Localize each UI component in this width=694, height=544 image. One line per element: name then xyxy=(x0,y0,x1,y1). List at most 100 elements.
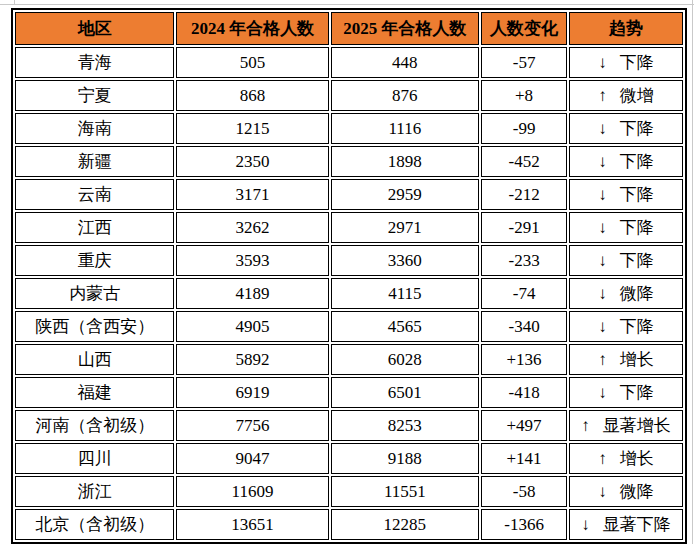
count-2025-cell: 11551 xyxy=(331,476,479,507)
header-2024-count: 2024 年合格人数 xyxy=(176,12,328,45)
trend-label: 下降 xyxy=(620,119,654,138)
trend-label: 下降 xyxy=(620,185,654,204)
trend-label: 下降 xyxy=(620,53,654,72)
region-cell: 宁夏 xyxy=(15,80,174,111)
document-gridline-right xyxy=(692,0,693,544)
trend-label: 下降 xyxy=(620,152,654,171)
count-2024-cell: 9047 xyxy=(176,443,328,474)
table-row: 青海 505 448 -57 ↓下降 xyxy=(15,47,683,78)
count-2024-cell: 3262 xyxy=(176,212,328,243)
trend-arrow-icon: ↓ xyxy=(598,213,607,242)
trend-label: 微降 xyxy=(620,284,654,303)
count-2025-cell: 6028 xyxy=(331,344,479,375)
header-2025-count: 2025 年合格人数 xyxy=(331,12,479,45)
header-trend: 趋势 xyxy=(569,12,683,45)
trend-arrow-icon: ↓ xyxy=(598,312,607,341)
region-cell: 青海 xyxy=(15,47,174,78)
region-cell: 陕西（含西安） xyxy=(15,311,174,342)
table-row: 新疆 2350 1898 -452 ↓下降 xyxy=(15,146,683,177)
trend-label: 微增 xyxy=(620,86,654,105)
count-2024-cell: 3593 xyxy=(176,245,328,276)
count-2024-cell: 3171 xyxy=(176,179,328,210)
trend-cell: ↓ 下降 xyxy=(569,245,683,276)
trend-label: 显著下降 xyxy=(603,515,671,534)
count-2024-cell: 7756 xyxy=(176,410,328,441)
trend-arrow-icon: ↓ xyxy=(581,510,590,539)
document-gridline-top xyxy=(0,4,694,5)
change-cell: +497 xyxy=(481,410,567,441)
trend-arrow-icon: ↓ xyxy=(598,48,607,77)
count-2024-cell: 4189 xyxy=(176,278,328,309)
table-row: 福建 6919 6501 -418 ↓下降 xyxy=(15,377,683,408)
table-row: 海南 1215 1116 -99 ↓下降 xyxy=(15,113,683,144)
trend-cell: ↓下降 xyxy=(569,212,683,243)
trend-arrow-icon: ↓ xyxy=(598,180,607,209)
trend-cell: ↓ 下降 xyxy=(569,179,683,210)
trend-cell: ↑增长 xyxy=(569,344,683,375)
trend-cell: ↑微增 xyxy=(569,80,683,111)
change-cell: -291 xyxy=(481,212,567,243)
table-row: 四川 9047 9188 +141 ↑增长 xyxy=(15,443,683,474)
change-cell: -452 xyxy=(481,146,567,177)
change-cell: -99 xyxy=(481,113,567,144)
trend-arrow-icon: ↓ xyxy=(598,246,607,275)
trend-arrow-icon: ↑ xyxy=(598,345,607,374)
trend-cell: ↑增长 xyxy=(569,443,683,474)
count-2025-cell: 2959 xyxy=(331,179,479,210)
trend-label: 微降 xyxy=(620,482,654,501)
table-row: 河南（含初级） 7756 8253 +497 ↑显著增长 xyxy=(15,410,683,441)
change-cell: -212 xyxy=(481,179,567,210)
region-cell: 内蒙古 xyxy=(15,278,174,309)
count-2025-cell: 8253 xyxy=(331,410,479,441)
header-change: 人数变化 xyxy=(481,12,567,45)
trend-cell: ↓ 显著下降 xyxy=(569,509,683,540)
trend-cell: ↑显著增长 xyxy=(569,410,683,441)
table-row: 云南 3171 2959 -212 ↓ 下降 xyxy=(15,179,683,210)
table-row: 陕西（含西安） 4905 4565 -340 ↓下降 xyxy=(15,311,683,342)
count-2025-cell: 9188 xyxy=(331,443,479,474)
count-2025-cell: 6501 xyxy=(331,377,479,408)
region-cell: 云南 xyxy=(15,179,174,210)
table-row: 重庆 3593 3360 -233 ↓ 下降 xyxy=(15,245,683,276)
trend-label: 下降 xyxy=(620,251,654,270)
count-2025-cell: 2971 xyxy=(331,212,479,243)
region-cell: 北京（含初级） xyxy=(15,509,174,540)
change-cell: -74 xyxy=(481,278,567,309)
table-row: 北京（含初级） 13651 12285 -1366 ↓显著下降 xyxy=(15,509,683,540)
count-2025-cell: 12285 xyxy=(331,509,479,540)
header-row: 地区 2024 年合格人数 2025 年合格人数 人数变化 趋势 xyxy=(15,12,683,45)
change-cell: -233 xyxy=(481,245,567,276)
trend-label: 下降 xyxy=(620,317,654,336)
region-cell: 重庆 xyxy=(15,245,174,276)
count-2024-cell: 6919 xyxy=(176,377,328,408)
table-row: 内蒙古 4189 4115 -74 ↓ 微降 xyxy=(15,278,683,309)
document-page: 地区 2024 年合格人数 2025 年合格人数 人数变化 趋势 青海 505 … xyxy=(0,0,694,544)
count-2024-cell: 4905 xyxy=(176,311,328,342)
count-2024-cell: 5892 xyxy=(176,344,328,375)
header-region: 地区 xyxy=(15,12,174,45)
count-2024-cell: 1215 xyxy=(176,113,328,144)
region-cell: 河南（含初级） xyxy=(15,410,174,441)
count-2025-cell: 1898 xyxy=(331,146,479,177)
table-row: 山西 5892 6028 +136 ↑增长 xyxy=(15,344,683,375)
trend-label: 显著增长 xyxy=(603,416,671,435)
count-2025-cell: 448 xyxy=(331,47,479,78)
count-2025-cell: 4115 xyxy=(331,278,479,309)
table-row: 宁夏 868 876 +8 ↑微增 xyxy=(15,80,683,111)
count-2025-cell: 876 xyxy=(331,80,479,111)
count-2024-cell: 868 xyxy=(176,80,328,111)
region-cell: 新疆 xyxy=(15,146,174,177)
change-cell: +141 xyxy=(481,443,567,474)
trend-arrow-icon: ↓ xyxy=(598,114,607,143)
trend-arrow-icon: ↑ xyxy=(598,444,607,473)
trend-arrow-icon: ↓ xyxy=(598,477,607,506)
trend-cell: ↓ 微降 xyxy=(569,278,683,309)
region-cell: 山西 xyxy=(15,344,174,375)
count-2025-cell: 3360 xyxy=(331,245,479,276)
change-cell: -1366 xyxy=(481,509,567,540)
trend-arrow-icon: ↓ xyxy=(598,279,607,308)
change-cell: -57 xyxy=(481,47,567,78)
count-2025-cell: 1116 xyxy=(331,113,479,144)
trend-cell: ↓下降 xyxy=(569,146,683,177)
count-2024-cell: 11609 xyxy=(176,476,328,507)
